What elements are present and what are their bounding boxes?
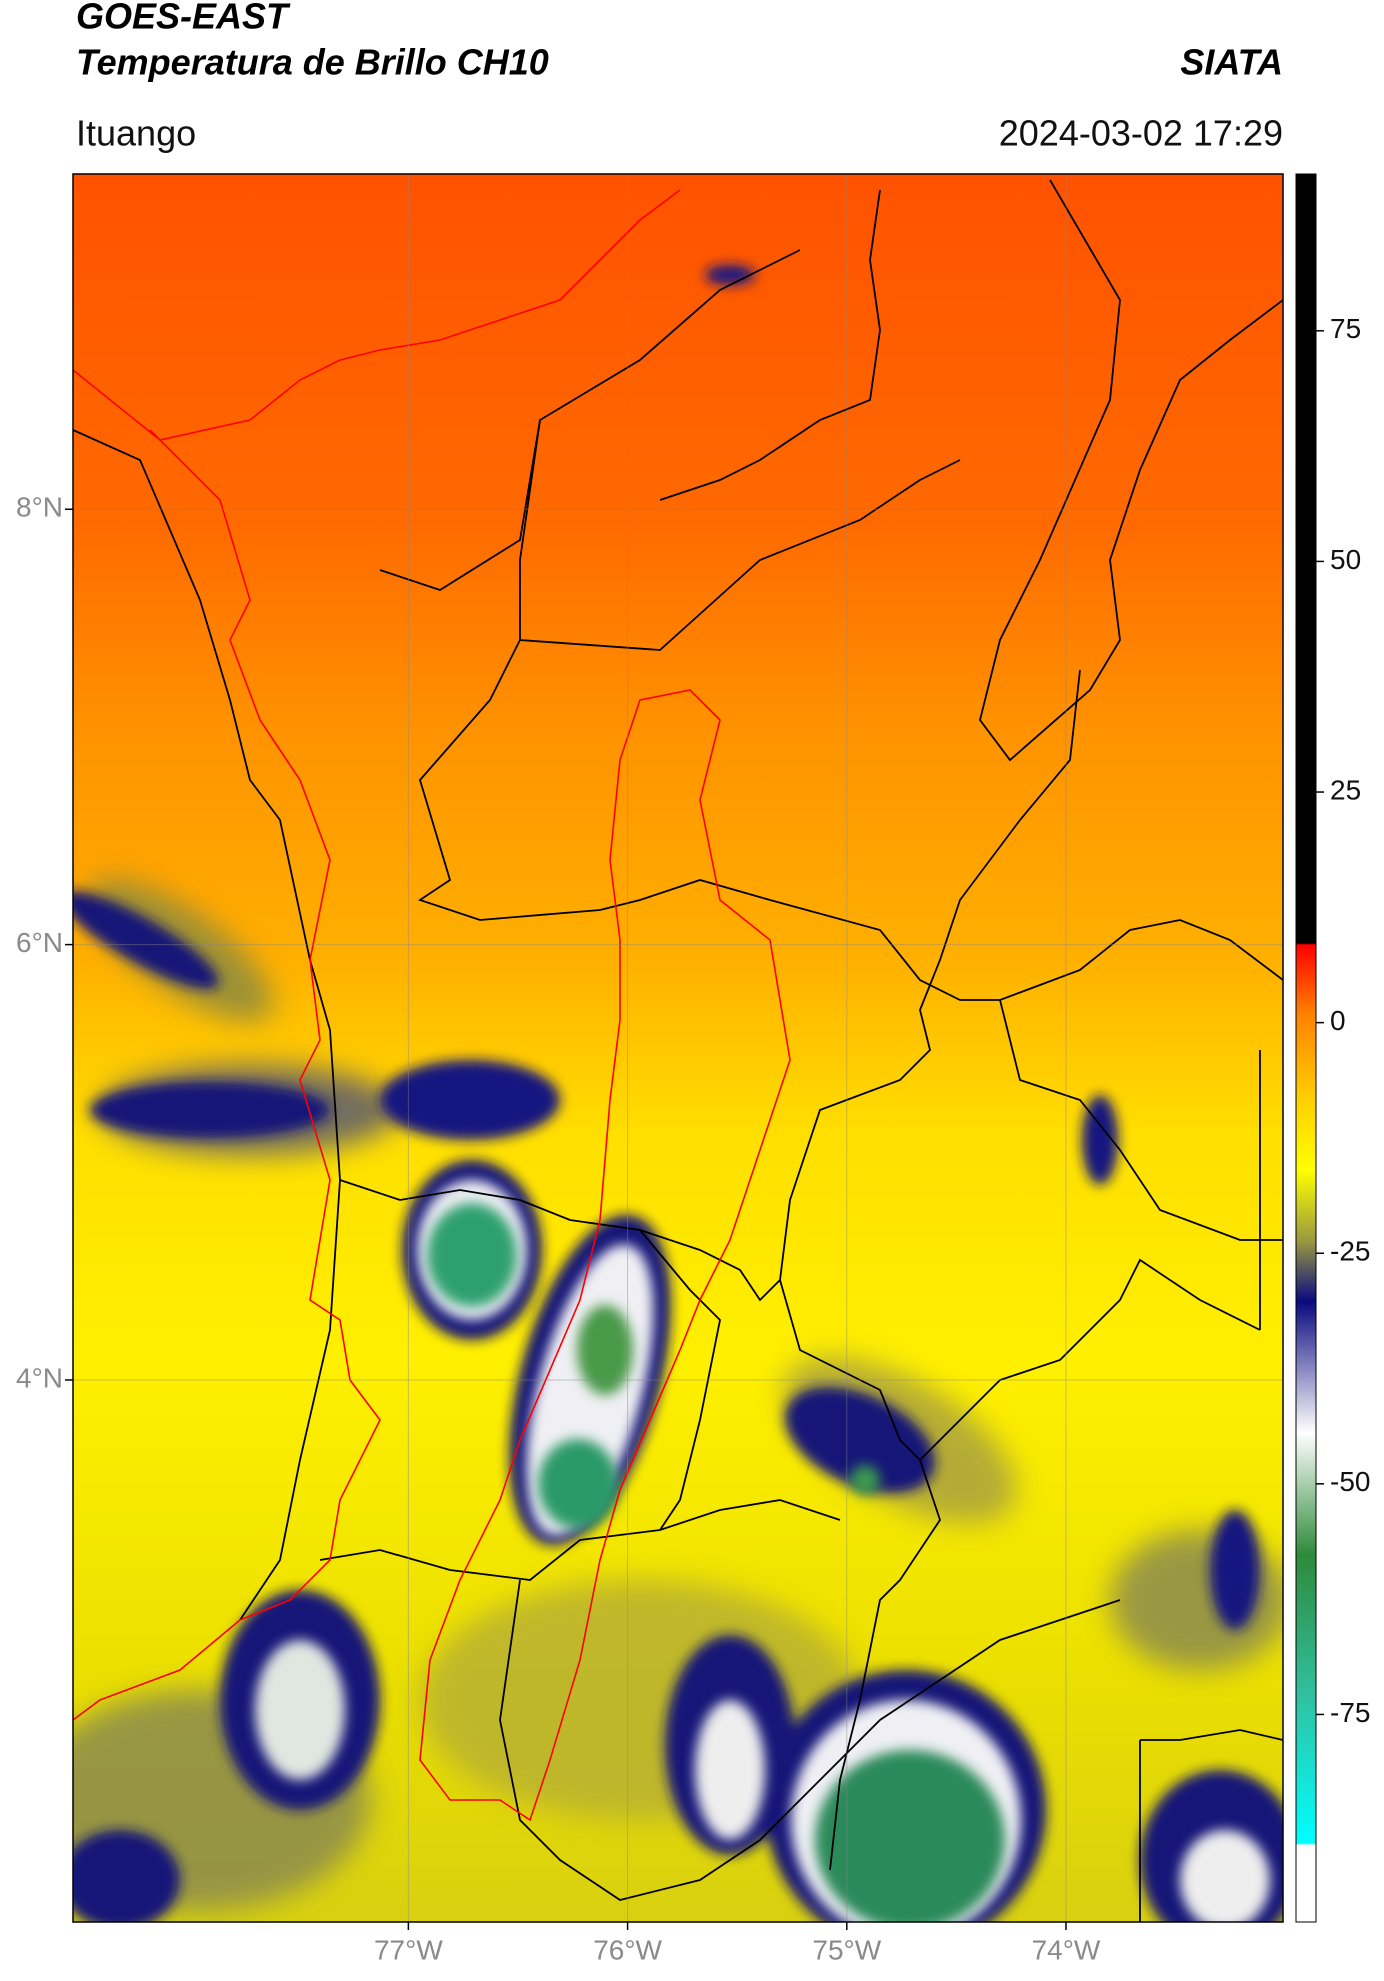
colorbar-label: -50 (1330, 1466, 1370, 1497)
colorbar (1295, 173, 1317, 1923)
map-image (73, 174, 1283, 1922)
map-frame (72, 173, 1284, 1923)
colorbar-label: -25 (1330, 1236, 1370, 1267)
coastline (73, 429, 381, 1721)
colorbar-label: -75 (1330, 1697, 1370, 1728)
agency: SIATA (1180, 42, 1283, 83)
coastline (73, 189, 681, 441)
lon-label: 77°W (374, 1934, 443, 1965)
colorbar-label: 75 (1330, 313, 1361, 344)
lon-label: 75°W (812, 1934, 881, 1965)
datetime: 2024-03-02 17:29 (999, 113, 1283, 154)
lat-label: 6°N (16, 927, 63, 958)
lon-label: 74°W (1032, 1934, 1101, 1965)
colorbar-label: 50 (1330, 544, 1361, 575)
region: Ituango (76, 113, 196, 154)
borders (73, 179, 1283, 1922)
colorbar-label: 25 (1330, 774, 1361, 805)
watershed (419, 689, 791, 1822)
lat-label: 4°N (16, 1362, 63, 1393)
colorbar-label: 0 (1330, 1005, 1346, 1036)
axes: 8°N 6°N 4°N 77°W 76°W 75°W 74°W (16, 174, 1283, 1965)
lat-label: 8°N (16, 492, 63, 523)
product: Temperatura de Brillo CH10 (76, 42, 549, 83)
satellite: GOES-EAST (76, 0, 291, 37)
lon-label: 76°W (593, 1934, 662, 1965)
